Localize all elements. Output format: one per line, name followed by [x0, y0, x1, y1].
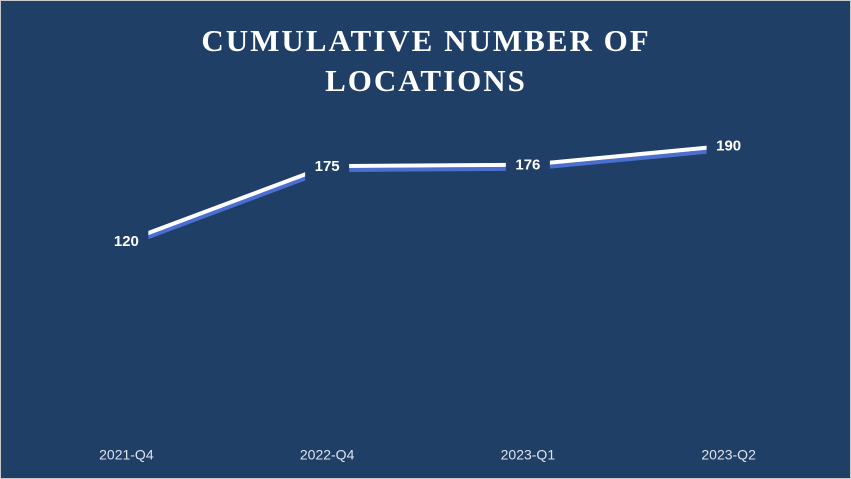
- data-label-bg: [104, 229, 149, 256]
- data-label: 176: [515, 157, 540, 174]
- data-label-bg: [706, 133, 751, 160]
- data-label: 120: [114, 233, 139, 250]
- x-tick-label: 2022-Q4: [300, 447, 355, 463]
- data-label: 190: [716, 138, 741, 155]
- chart-title: CUMULATIVE NUMBER OF LOCATIONS: [201, 23, 651, 98]
- x-tick-label: 2021-Q4: [99, 447, 154, 463]
- line-shadow: [125, 147, 729, 248]
- x-tick-label: 2023-Q1: [501, 447, 556, 463]
- data-label-bg: [305, 154, 350, 181]
- data-label-bg: [505, 152, 550, 179]
- data-label: 175: [315, 158, 340, 175]
- x-tick-label: 2023-Q2: [701, 447, 756, 463]
- line: [125, 143, 729, 244]
